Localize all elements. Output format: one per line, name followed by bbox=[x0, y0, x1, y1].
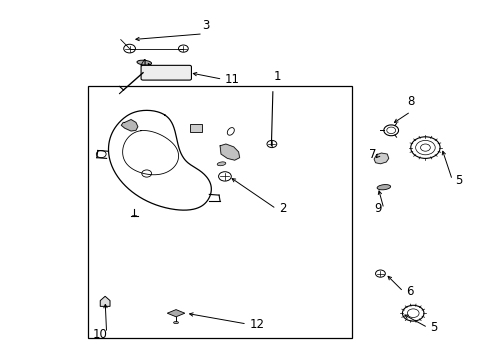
Text: 1: 1 bbox=[273, 70, 281, 83]
Circle shape bbox=[148, 70, 156, 76]
Text: 11: 11 bbox=[224, 73, 240, 86]
Circle shape bbox=[176, 70, 183, 76]
Text: 7: 7 bbox=[368, 148, 376, 161]
Circle shape bbox=[162, 70, 170, 76]
Ellipse shape bbox=[173, 321, 178, 324]
Text: 12: 12 bbox=[249, 318, 264, 330]
Polygon shape bbox=[121, 120, 138, 131]
Text: 8: 8 bbox=[406, 95, 414, 108]
Polygon shape bbox=[220, 144, 239, 160]
FancyBboxPatch shape bbox=[141, 66, 191, 80]
Polygon shape bbox=[100, 296, 110, 306]
Polygon shape bbox=[373, 153, 388, 164]
Text: 4: 4 bbox=[139, 58, 146, 71]
Ellipse shape bbox=[376, 185, 390, 190]
Text: 9: 9 bbox=[373, 202, 381, 215]
Polygon shape bbox=[167, 310, 184, 317]
Text: 5: 5 bbox=[454, 174, 461, 186]
Ellipse shape bbox=[137, 60, 151, 65]
Text: 3: 3 bbox=[201, 19, 209, 32]
Text: 10: 10 bbox=[93, 328, 107, 341]
Text: 5: 5 bbox=[429, 321, 437, 334]
Text: 6: 6 bbox=[405, 285, 412, 298]
Text: 2: 2 bbox=[278, 202, 285, 215]
Bar bbox=[189, 124, 202, 132]
Bar bbox=[88, 86, 351, 338]
Ellipse shape bbox=[217, 162, 225, 166]
